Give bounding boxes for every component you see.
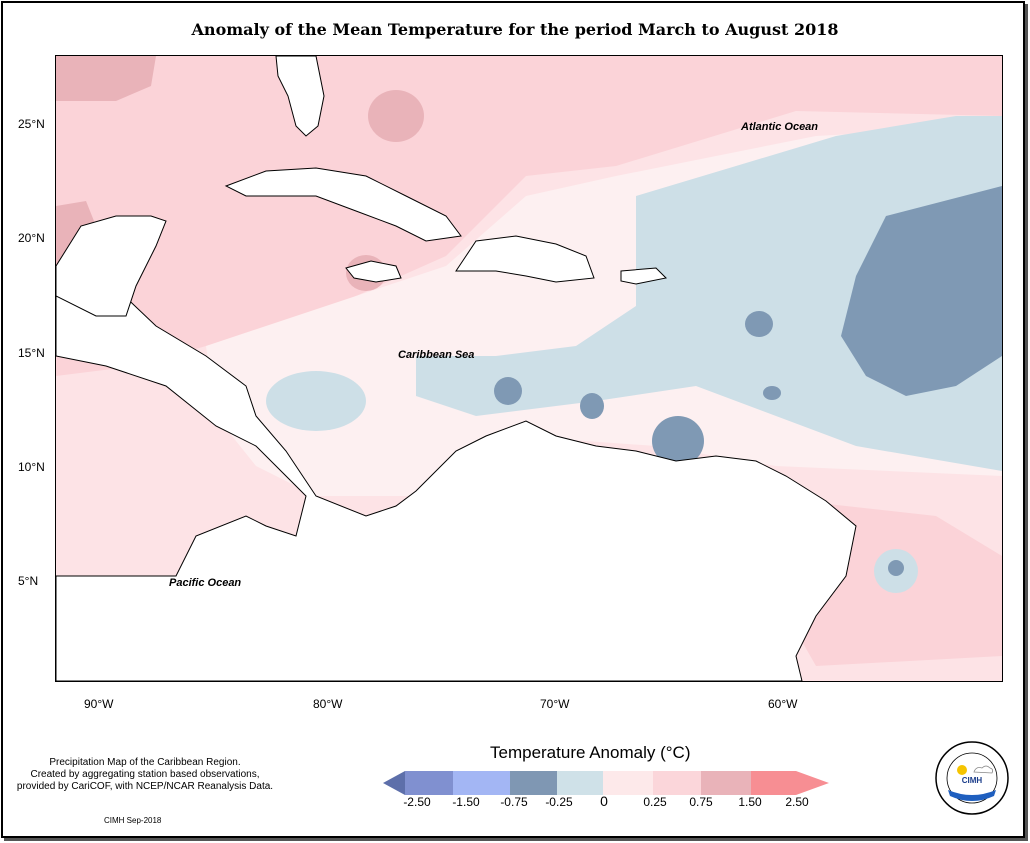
legend-tick-5: 0.25 (643, 795, 667, 809)
lat-tick-25: 25°N (18, 117, 45, 131)
hispaniola-land (455, 235, 595, 283)
cool-blob-1 (494, 377, 522, 405)
legend-tick-3: -0.25 (545, 795, 573, 809)
warm-blob-gulf (56, 56, 156, 101)
legend-swatch-8 (751, 771, 796, 795)
legend-tick-6: 0.75 (689, 795, 713, 809)
source-note-line1: Precipitation Map of the Caribbean Regio… (49, 757, 241, 768)
legend-swatch-5 (603, 771, 653, 795)
jamaica-land (345, 260, 402, 283)
warm-zone-north (56, 56, 1002, 376)
lat-tick-20: 20°N (18, 231, 45, 245)
legend-swatch-1 (405, 771, 453, 795)
lon-tick-60: 60°W (768, 697, 798, 711)
florida-land (275, 56, 325, 137)
cool-core-suriname (888, 560, 904, 576)
logo-inner-ring (946, 752, 998, 804)
source-note: Precipitation Map of the Caribbean Regio… (10, 757, 280, 793)
legend-tick-0: -2.50 (403, 795, 431, 809)
anomaly-map: Atlantic Ocean Caribbean Sea Pacific Oce… (55, 55, 1003, 682)
legend-swatch-4 (557, 771, 603, 795)
label-caribbean: Caribbean Sea (398, 349, 474, 361)
legend-swatch-7 (701, 771, 751, 795)
cool-core-atlantic (841, 186, 1002, 396)
water-icon (948, 790, 996, 801)
lon-tick-80: 80°W (313, 697, 343, 711)
legend-swatch-2 (453, 771, 510, 795)
cool-blob-west (266, 371, 366, 431)
legend-swatch-6 (653, 771, 701, 795)
puerto-rico-land (620, 267, 668, 285)
cool-zone-east (416, 116, 1002, 471)
lat-tick-10: 10°N (18, 460, 45, 474)
cuba-land (224, 167, 462, 242)
legend-swatch-9 (796, 771, 829, 795)
central-south-america-land (56, 287, 857, 681)
source-note-line3: provided by CariCOF, with NCEP/NCAR Rean… (16, 781, 274, 792)
source-note-line2: Created by aggregating station based obs… (30, 769, 260, 780)
legend-tick-7: 1.50 (738, 795, 762, 809)
credit: CIMH Sep-2018 (104, 816, 162, 825)
warm-blob-bahamas (368, 90, 424, 142)
cimh-logo: CIMH (935, 741, 1009, 815)
cool-blob-5 (763, 386, 781, 400)
cool-blob-4 (745, 311, 773, 337)
legend-colorbar (383, 771, 829, 795)
legend-swatch-3 (510, 771, 557, 795)
cloud-icon (973, 765, 994, 774)
lon-tick-70: 70°W (540, 697, 570, 711)
legend-tick-8: 2.50 (785, 795, 809, 809)
legend-tick-2: -0.75 (500, 795, 528, 809)
map-title: Anomaly of the Mean Temperature for the … (191, 20, 839, 39)
legend-title: Temperature Anomaly (°C) (490, 743, 691, 762)
label-pacific: Pacific Ocean (169, 577, 241, 589)
cool-blob-2 (580, 393, 604, 419)
map-svg: Atlantic Ocean Caribbean Sea Pacific Oce… (56, 56, 1002, 681)
sun-icon (957, 765, 967, 775)
lat-tick-15: 15°N (18, 346, 45, 360)
legend-tick-4: 0 (600, 793, 608, 809)
logo-name: CIMH (962, 776, 983, 785)
cool-blob-3 (652, 416, 704, 466)
lat-tick-5: 5°N (18, 574, 39, 588)
label-atlantic: Atlantic Ocean (740, 121, 818, 133)
legend-swatch-0 (383, 771, 405, 795)
yucatan-land (56, 215, 167, 317)
lon-tick-90: 90°W (84, 697, 114, 711)
legend-tick-1: -1.50 (452, 795, 480, 809)
